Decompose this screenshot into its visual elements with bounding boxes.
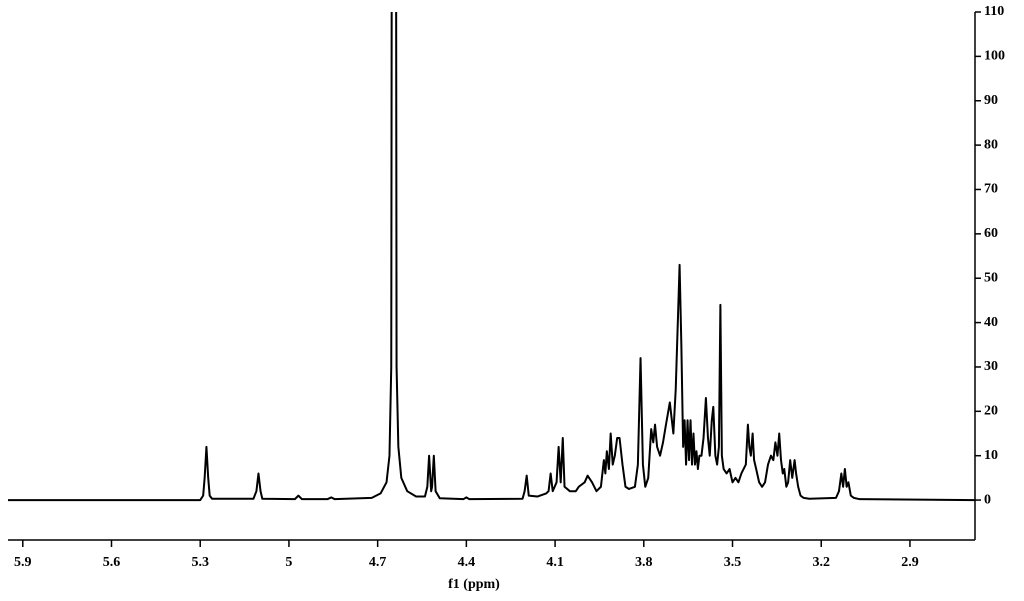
y-tick-label: 0: [984, 492, 991, 507]
y-tick-label: 10: [984, 448, 998, 463]
x-tick-label: 3.8: [635, 555, 653, 570]
y-tick-label: 70: [984, 182, 998, 197]
x-tick-label: 3.2: [812, 555, 830, 570]
x-tick-label: 2.9: [901, 555, 919, 570]
x-tick-label: 4.4: [458, 555, 476, 570]
y-tick-label: 60: [984, 226, 998, 241]
x-tick-label: 5: [285, 555, 292, 570]
x-tick-label: 4.7: [369, 555, 387, 570]
y-tick-label: 90: [984, 93, 998, 108]
x-tick-label: 3.5: [724, 555, 742, 570]
y-tick-label: 30: [984, 359, 998, 374]
y-tick-label: 50: [984, 270, 998, 285]
x-tick-label: 4.1: [546, 555, 564, 570]
y-tick-label: 20: [984, 404, 998, 419]
y-tick-label: 80: [984, 137, 998, 152]
x-tick-label: 5.6: [103, 555, 121, 570]
y-tick-label: 100: [984, 49, 1005, 64]
x-tick-label: 5.3: [191, 555, 209, 570]
spectrum-line: [8, 12, 975, 502]
y-tick-label: 40: [984, 315, 998, 330]
x-tick-label: 5.9: [14, 555, 32, 570]
y-tick-label: 110: [984, 4, 1004, 19]
x-axis-label: f1 (ppm): [448, 577, 500, 592]
